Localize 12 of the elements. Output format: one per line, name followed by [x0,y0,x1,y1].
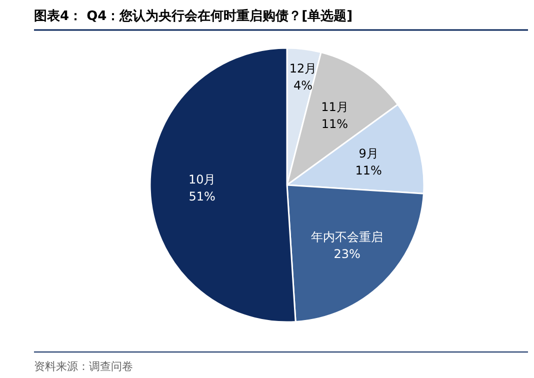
slice-label: 年内不会重启 [311,230,384,244]
data-label: 23% [334,247,360,262]
data-label: 11% [321,116,348,131]
slice-label: 9月 [358,146,378,160]
slice-label: 12月 [289,61,317,76]
data-label: 4% [293,78,313,92]
slice-label: 10月 [188,172,216,187]
data-label: 11% [355,163,382,178]
data-label: 51% [188,190,216,204]
slice-label: 11月 [321,100,348,114]
text: 资料来源：调查问卷 [34,360,133,373]
chart-title: 图表4： Q4：您认为央行会在何时重启购债？[单选题] [34,8,353,24]
